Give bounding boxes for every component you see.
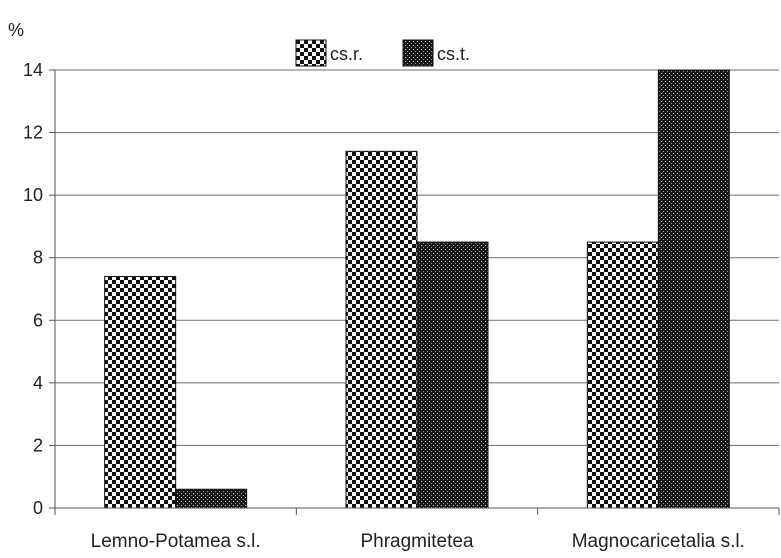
legend-label-cs-r: cs.r.	[330, 44, 363, 64]
y-tick-label: 10	[23, 185, 43, 205]
x-axis: Lemno-Potamea s.l. Phragmitetea Magnocaric…	[54, 507, 780, 552]
bar-cs-t-2	[416, 241, 489, 509]
bar-cs-r-2	[345, 150, 418, 509]
legend-swatch-cs-r	[295, 39, 327, 67]
legend-swatch-cs-t	[402, 39, 434, 67]
x-category-label: Lemno-Potamea s.l.	[91, 531, 261, 552]
y-unit-label: %	[8, 20, 24, 40]
x-category-label: Magnocaricetalia s.l.	[572, 531, 745, 552]
y-tick-label: 0	[33, 498, 43, 518]
legend: cs.r. cs.t.	[295, 39, 470, 67]
bar-cs-t-3	[657, 69, 730, 509]
y-tick-label: 6	[33, 310, 43, 330]
y-tick-label: 8	[33, 248, 43, 268]
x-category-label: Phragmitetea	[360, 531, 473, 552]
y-tick-label: 14	[23, 60, 43, 80]
y-tick-label: 12	[23, 123, 43, 143]
y-axis: 0 2 4 6 8 10 12 14	[23, 60, 56, 518]
bar-cs-r-1	[104, 275, 177, 509]
legend-label-cs-t: cs.t.	[437, 44, 470, 64]
bar-cs-t-1	[175, 488, 248, 509]
y-tick-label: 2	[33, 435, 43, 455]
y-tick-label: 4	[33, 373, 43, 393]
bar-cs-r-3	[586, 241, 659, 509]
bars	[104, 69, 730, 509]
